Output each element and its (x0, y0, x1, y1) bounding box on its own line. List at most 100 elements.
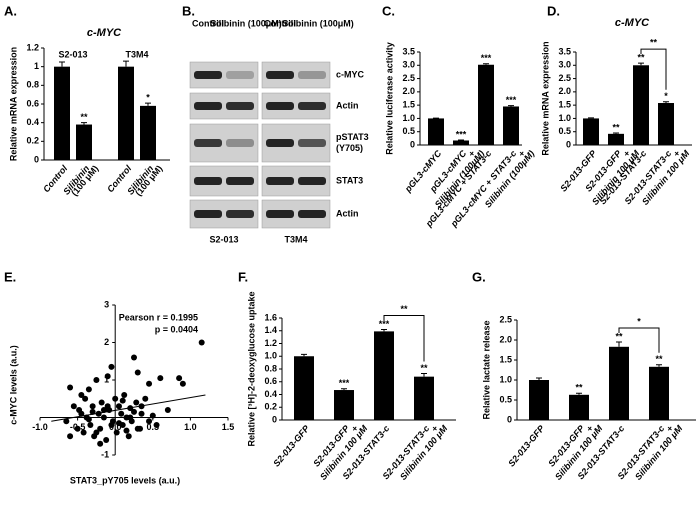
point (104, 373, 111, 380)
bar (658, 103, 674, 145)
y-tick-label: 3.0 (558, 60, 571, 70)
point (164, 407, 171, 413)
point (121, 392, 128, 398)
y-tick-label: 3.5 (558, 46, 571, 56)
point (104, 403, 111, 410)
panel-label: C. (382, 3, 395, 18)
error-bar (483, 63, 489, 65)
lane-header: Control (192, 18, 224, 28)
band (194, 210, 222, 218)
y-tick-label: 0 (410, 139, 415, 149)
significance: *** (481, 53, 492, 63)
point (95, 410, 102, 417)
y-tick-label: 0.8 (26, 80, 39, 90)
error-bar (508, 105, 514, 107)
y-tick-label: 2.5 (499, 314, 512, 324)
x-tick-label: 1.0 (184, 422, 197, 432)
significance: ** (612, 122, 620, 132)
bracket (618, 327, 660, 353)
significance: ** (575, 383, 583, 393)
x-tick-label: + (516, 148, 527, 158)
point (115, 403, 122, 410)
row-label: Actin (336, 100, 359, 110)
panel-label: D. (547, 3, 560, 18)
y-tick-label: 1.0 (499, 374, 512, 384)
y-tick-label: 0.2 (264, 402, 277, 412)
chart-title: c-MYC (615, 17, 650, 29)
bracket-label: ** (400, 304, 408, 314)
bar (140, 105, 156, 160)
annotation: p = 0.0404 (155, 324, 198, 334)
point (146, 380, 153, 387)
x-tick-label: + (429, 423, 440, 433)
significance: ** (637, 53, 645, 63)
y-axis-label: Relative mRNA expression (540, 41, 550, 155)
group-label: T3M4 (125, 49, 148, 59)
y-tick-label: 0 (34, 154, 39, 164)
error-bar (613, 132, 619, 134)
point (93, 377, 100, 383)
point (100, 407, 107, 413)
y-tick-label: 1.2 (26, 42, 39, 52)
error-bar (576, 392, 582, 395)
y-tick-label: 1.6 (264, 312, 277, 322)
band (226, 102, 254, 110)
band (194, 139, 222, 147)
y-tick-label: 0.2 (26, 136, 39, 146)
y-tick-label: 1.5 (499, 354, 512, 364)
bar (453, 140, 469, 145)
bar (608, 133, 624, 145)
bracket (640, 48, 667, 90)
cell-line-label: S2-013 (209, 234, 238, 244)
point (85, 386, 92, 393)
point (138, 410, 145, 417)
panel-label: G. (472, 269, 486, 284)
band (194, 71, 222, 79)
significance: *** (379, 319, 390, 329)
y-tick-label: 2.5 (402, 73, 415, 83)
y-tick-label: 1.0 (558, 113, 571, 123)
group-label: S2-013 (58, 49, 87, 59)
band (298, 139, 326, 147)
bar (118, 66, 134, 160)
x-tick-label: + (621, 148, 632, 158)
point (103, 437, 110, 443)
bar (583, 118, 599, 145)
point (93, 429, 100, 436)
point (149, 412, 156, 419)
band (266, 102, 294, 110)
point (97, 425, 104, 432)
significance: *** (456, 129, 467, 139)
y-tick-label: 3.5 (402, 46, 415, 56)
bar (569, 394, 589, 420)
bar (428, 118, 444, 145)
bracket-label: * (637, 316, 641, 326)
error-bar (81, 122, 87, 125)
significance: *** (506, 95, 517, 105)
error-bar (588, 117, 594, 119)
trend-line (51, 394, 206, 422)
y-tick-label: 1.5 (558, 100, 571, 110)
row-label: STAT3 (336, 175, 363, 185)
bar (54, 66, 70, 160)
y-axis-label: Relative lactate release (481, 320, 491, 419)
point (74, 425, 81, 432)
point (176, 375, 183, 382)
point (87, 422, 94, 428)
point (67, 384, 74, 391)
cell-line-label: T3M4 (284, 234, 307, 244)
x-tick-label: + (349, 423, 360, 433)
band (194, 177, 222, 185)
x-tick-label: 1.5 (222, 422, 235, 432)
y-tick-label: 2.0 (402, 86, 415, 96)
lane-header: Control (264, 18, 296, 28)
band (226, 71, 254, 79)
point (78, 392, 85, 398)
point (134, 369, 141, 376)
error-bar (145, 102, 151, 106)
point (108, 363, 115, 370)
panel-label: F. (238, 269, 248, 284)
y-tick-label: 2.5 (558, 73, 571, 83)
bar (633, 65, 649, 145)
